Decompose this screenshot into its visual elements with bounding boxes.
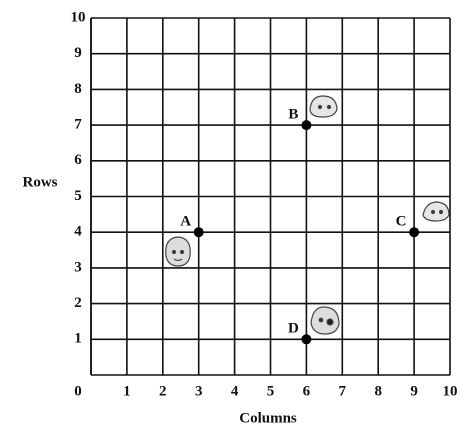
point [301, 334, 312, 345]
x-tick-label: 1 [123, 383, 131, 399]
face-icon [165, 236, 191, 267]
face-icons [165, 95, 450, 335]
x-tick-label: 5 [267, 383, 275, 399]
x-tick-label: 8 [374, 383, 382, 399]
x-tick-label: 9 [410, 383, 418, 399]
y-tick-label: 3 [74, 259, 82, 275]
y-tick-label: 6 [74, 152, 82, 168]
y-tick-label: 10 [71, 9, 86, 25]
y-axis-label: Rows [22, 174, 57, 190]
point [193, 227, 204, 238]
x-tick-label: 2 [159, 383, 167, 399]
y-tick-label: 8 [74, 81, 82, 97]
x-tick-label: 6 [303, 383, 311, 399]
point-label: D [288, 321, 299, 337]
x-tick-label: 3 [195, 383, 203, 399]
x-axis-label: Columns [239, 410, 297, 426]
point-label: A [180, 214, 191, 230]
point [409, 227, 420, 238]
y-tick-label: 9 [74, 45, 82, 61]
point-label: B [288, 107, 298, 123]
point-label: C [396, 214, 407, 230]
y-tick-label: 2 [74, 295, 82, 311]
y-tick-label: 5 [74, 188, 82, 204]
y-tick-label: 4 [74, 224, 82, 240]
x-tick-label: 0 [74, 383, 82, 399]
point [301, 120, 312, 131]
x-tick-label: 10 [443, 383, 458, 399]
face-icon [309, 95, 338, 118]
x-tick-label: 7 [339, 383, 347, 399]
y-tick-label: 7 [74, 117, 82, 133]
x-tick-label: 4 [231, 383, 239, 399]
face-icon [310, 306, 340, 335]
y-tick-label: 1 [74, 331, 82, 347]
face-icon [422, 201, 450, 222]
